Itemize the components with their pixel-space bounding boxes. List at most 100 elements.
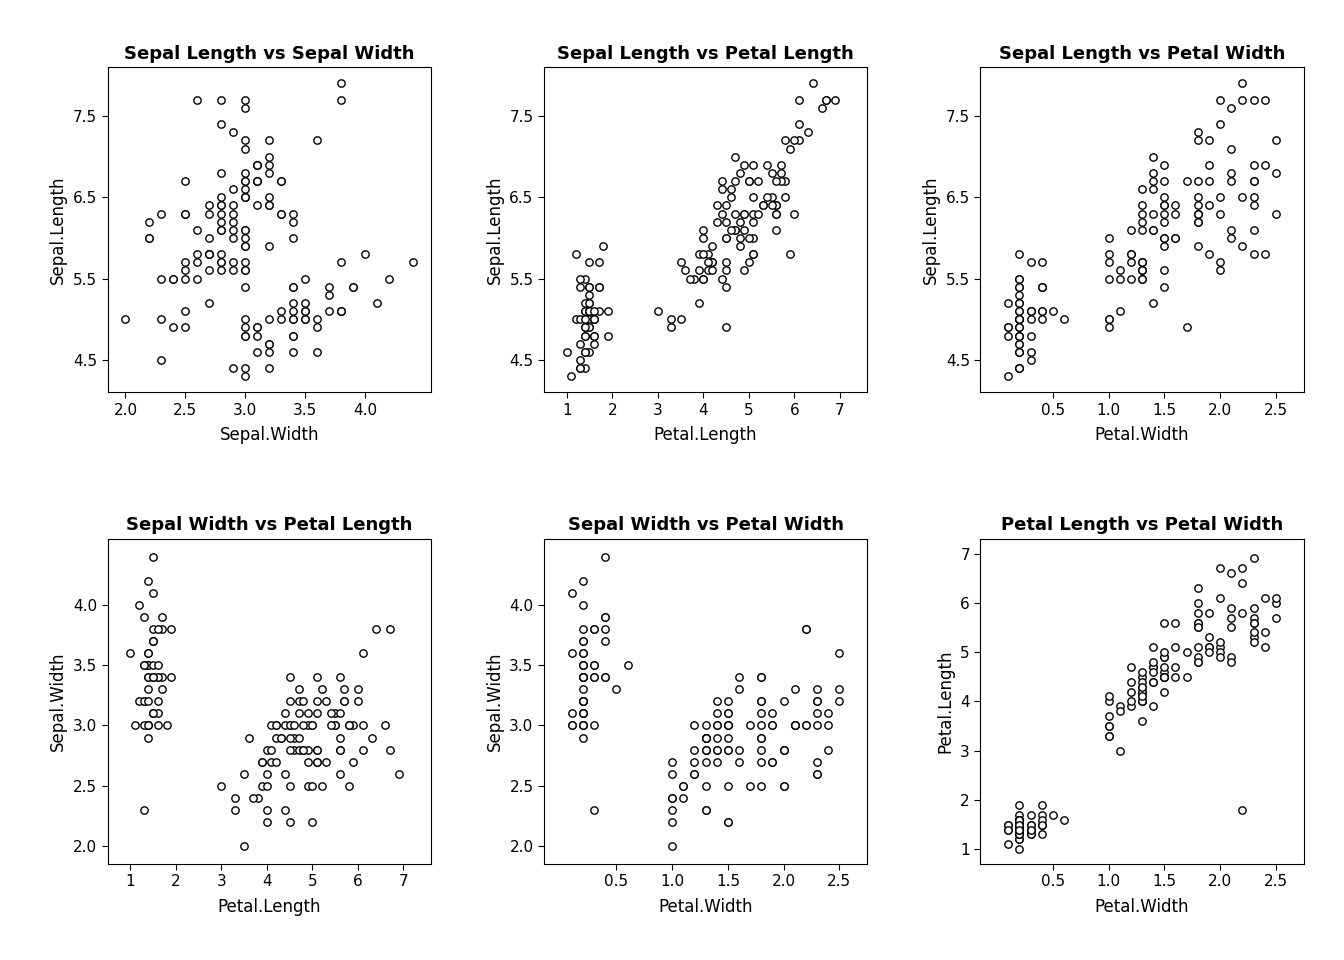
Point — [806, 694, 828, 709]
Point — [282, 279, 304, 295]
Point — [579, 320, 601, 335]
Point — [829, 694, 851, 709]
Point — [750, 670, 771, 685]
Point — [738, 230, 759, 246]
Point — [1187, 581, 1208, 596]
Point — [146, 621, 168, 636]
Point — [706, 706, 727, 721]
Point — [1210, 590, 1231, 606]
Point — [1098, 708, 1120, 724]
Point — [773, 778, 794, 793]
Point — [352, 742, 374, 757]
Point — [1120, 660, 1141, 675]
Point — [152, 610, 173, 625]
Point — [1243, 625, 1265, 640]
Point — [695, 730, 716, 745]
Point — [199, 205, 220, 221]
Point — [352, 645, 374, 660]
Point — [587, 254, 609, 270]
Point — [293, 742, 314, 757]
Point — [806, 754, 828, 769]
Point — [1031, 817, 1052, 832]
Point — [573, 597, 594, 612]
Point — [282, 279, 304, 295]
Point — [750, 742, 771, 757]
Point — [270, 205, 292, 221]
Point — [751, 198, 773, 213]
Point — [560, 718, 582, 733]
Point — [1008, 827, 1030, 842]
Point — [246, 174, 267, 189]
Point — [175, 320, 196, 335]
Point — [343, 754, 364, 769]
Point — [258, 149, 280, 164]
X-axis label: Petal.Width: Petal.Width — [1095, 426, 1189, 444]
Point — [129, 694, 151, 709]
Point — [1132, 694, 1153, 709]
Point — [1098, 254, 1120, 270]
Point — [234, 174, 255, 189]
Point — [1187, 205, 1208, 221]
Y-axis label: Petal.Length: Petal.Length — [937, 650, 954, 754]
Point — [1008, 271, 1030, 286]
Point — [151, 205, 172, 221]
Point — [297, 742, 319, 757]
Point — [199, 230, 220, 246]
Point — [583, 670, 605, 685]
Point — [573, 573, 594, 588]
Point — [223, 222, 245, 237]
Point — [695, 742, 716, 757]
Point — [1020, 827, 1042, 842]
Point — [246, 320, 267, 335]
Point — [234, 132, 255, 148]
Point — [1210, 263, 1231, 278]
Point — [133, 694, 155, 709]
Point — [223, 263, 245, 278]
Point — [333, 682, 355, 697]
Point — [1231, 803, 1253, 818]
Point — [187, 92, 208, 108]
Point — [199, 247, 220, 262]
Point — [773, 778, 794, 793]
Point — [573, 670, 594, 685]
Point — [695, 803, 716, 818]
Point — [142, 670, 164, 685]
Point — [1120, 271, 1141, 286]
Point — [583, 621, 605, 636]
Point — [251, 754, 273, 769]
Point — [324, 718, 345, 733]
Point — [1187, 174, 1208, 189]
Point — [1187, 620, 1208, 636]
Point — [1020, 303, 1042, 319]
Point — [570, 312, 591, 327]
Point — [282, 327, 304, 343]
Point — [1042, 303, 1063, 319]
Point — [1142, 174, 1164, 189]
Point — [1008, 303, 1030, 319]
Point — [766, 198, 788, 213]
Point — [669, 254, 691, 270]
Point — [1132, 254, 1153, 270]
Point — [274, 718, 296, 733]
Point — [597, 327, 618, 343]
Point — [1031, 279, 1052, 295]
Point — [1008, 817, 1030, 832]
Point — [1132, 674, 1153, 689]
Point — [593, 238, 614, 253]
Point — [1231, 605, 1253, 620]
Point — [1008, 296, 1030, 311]
Point — [1142, 664, 1164, 680]
Point — [661, 838, 683, 853]
Point — [757, 190, 778, 205]
Point — [715, 254, 737, 270]
Point — [706, 730, 727, 745]
Point — [583, 327, 605, 343]
Point — [715, 214, 737, 229]
Point — [1098, 694, 1120, 709]
Point — [750, 730, 771, 745]
Point — [1120, 247, 1141, 262]
Point — [570, 352, 591, 368]
Point — [1198, 132, 1219, 148]
Point — [761, 190, 782, 205]
Point — [579, 279, 601, 295]
